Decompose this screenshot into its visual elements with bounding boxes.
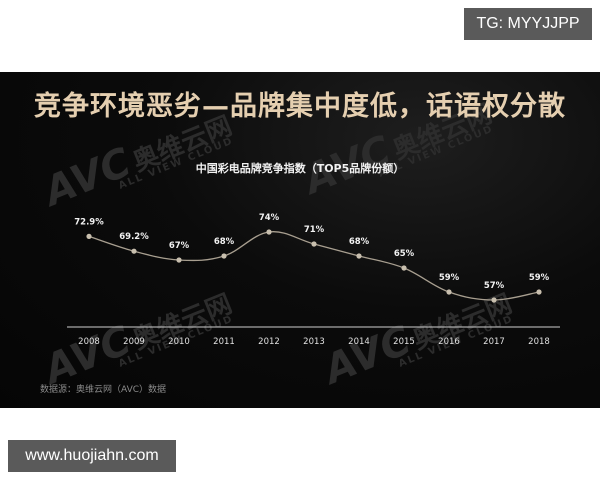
bottom-watermark-tag: www.huojiahn.com [8, 440, 176, 472]
data-label: 57% [484, 281, 505, 291]
data-point-marker [176, 257, 182, 263]
data-label: 72.9% [74, 217, 104, 227]
x-axis-tick-label: 2016 [438, 337, 460, 347]
data-source-note: 数据源：奥维云网（AVC）数据 [40, 385, 167, 395]
data-label: 74% [259, 213, 280, 223]
x-axis-tick-label: 2011 [213, 337, 235, 347]
data-label: 59% [529, 273, 550, 283]
data-label: 71% [304, 225, 325, 235]
x-axis-tick-label: 2009 [123, 337, 145, 347]
data-point-marker [401, 265, 407, 271]
x-axis-labels: 2008 2009 2010 2011 2012 2013 2014 2015 2016 2017… [78, 337, 550, 347]
line-chart: 72.9% 69.2% 67% 68% 74% 71% 68% 65% 59% 57% 59% 20… [67, 213, 560, 347]
data-label: 68% [214, 237, 235, 247]
data-label: 59% [439, 273, 460, 283]
data-point-marker [86, 233, 92, 239]
data-point-marker [356, 253, 362, 259]
x-axis-tick-label: 2008 [78, 337, 100, 347]
data-point-marker [266, 229, 272, 235]
data-point-marker [221, 253, 227, 259]
x-axis-tick-label: 2015 [393, 337, 415, 347]
chart-slide: AVC奥维云网 ALL VIEW CLOUD AVC奥维云网 ALL VIEW … [0, 72, 600, 408]
data-markers [86, 229, 542, 303]
data-label: 69.2% [119, 232, 149, 242]
chart-title: 中国彩电品牌竞争指数（TOP5品牌份额） [195, 162, 405, 175]
x-axis-tick-label: 2017 [483, 337, 505, 347]
slide-title: 竞争环境恶劣—品牌集中度低，话语权分散 [34, 91, 566, 122]
top-watermark-tag: TG: MYYJJPP [464, 8, 592, 40]
data-point-marker [536, 289, 542, 295]
x-axis-tick-label: 2010 [168, 337, 190, 347]
data-point-marker [311, 241, 317, 247]
data-point-marker [446, 289, 452, 295]
data-label: 65% [394, 249, 415, 259]
x-axis-tick-label: 2018 [528, 337, 550, 347]
data-label: 68% [349, 237, 370, 247]
x-axis-tick-label: 2014 [348, 337, 370, 347]
data-point-marker [131, 248, 137, 254]
x-axis-tick-label: 2013 [303, 337, 325, 347]
data-labels: 72.9% 69.2% 67% 68% 74% 71% 68% 65% 59% 57% 59% [74, 213, 549, 291]
data-label: 67% [169, 241, 190, 251]
x-axis-tick-label: 2012 [258, 337, 280, 347]
data-point-marker [491, 297, 497, 303]
